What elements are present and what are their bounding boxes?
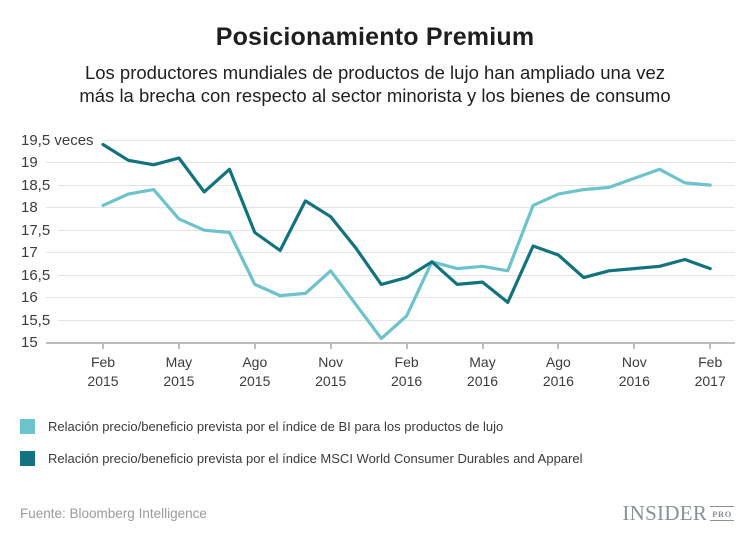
x-axis-tick-label-line: Feb bbox=[90, 354, 116, 370]
x-axis-tick-label-line: 2016 bbox=[391, 372, 423, 389]
x-axis-tick-label-line: 2016 bbox=[542, 372, 574, 389]
x-axis-tick-label-line: 2015 bbox=[163, 372, 195, 389]
x-axis-tick-label: Ago 2015 bbox=[215, 353, 295, 391]
legend-item-bi-luxury: Relación precio/beneficio prevista por e… bbox=[20, 419, 730, 434]
insiderpro-logo: INSIDER PRO bbox=[622, 501, 734, 526]
x-axis-baseline bbox=[45, 341, 735, 344]
x-axis-tick bbox=[102, 344, 104, 349]
x-axis-tick bbox=[177, 344, 180, 349]
x-axis-tick-label: Nov 2015 bbox=[291, 353, 371, 391]
footer: Fuente: Bloomberg Intelligence INSIDER PR… bbox=[20, 496, 734, 530]
chart-subtitle-line2: más la brecha con respecto al sector min… bbox=[79, 85, 671, 107]
x-axis-tick-label: Feb 2016 bbox=[367, 353, 447, 391]
gridline bbox=[58, 184, 735, 186]
chart-subtitle: Los productores mundiales de productos d… bbox=[0, 61, 750, 108]
x-axis-tick-label: May 2015 bbox=[139, 353, 219, 391]
y-grid-row: 15 bbox=[21, 333, 735, 353]
y-grid-row: 17 bbox=[21, 243, 735, 263]
x-axis-tick-label: Nov 2016 bbox=[594, 353, 674, 391]
gridline bbox=[58, 229, 735, 231]
chart-title: Posicionamiento Premium bbox=[215, 23, 535, 51]
x-axis-tick bbox=[709, 344, 712, 349]
source-credit: Fuente: Bloomberg Intelligence bbox=[20, 505, 207, 521]
x-axis-tick bbox=[557, 344, 560, 349]
y-axis-tick-label: 19 bbox=[21, 154, 38, 172]
y-grid-row: 18 bbox=[21, 198, 735, 218]
x-axis-tick bbox=[329, 344, 332, 349]
x-axis-tick-label-line: 2016 bbox=[618, 372, 650, 389]
x-axis-tick bbox=[253, 344, 256, 349]
insiderpro-logo-pro: PRO bbox=[710, 506, 734, 521]
x-axis-tick-label-line: Ago bbox=[242, 354, 268, 370]
x-axis-tick-label-line: Nov bbox=[318, 354, 344, 370]
x-axis-tick-label: Feb 2017 bbox=[670, 353, 750, 391]
gridline bbox=[58, 274, 735, 276]
insiderpro-logo-main: INSIDER bbox=[622, 500, 708, 525]
y-grid-row: 15,5 bbox=[21, 310, 735, 330]
gridline bbox=[45, 207, 735, 209]
chart-subtitle-line1: Los productores mundiales de productos d… bbox=[84, 62, 666, 83]
y-axis-tick-label: 19,5 veces bbox=[21, 131, 94, 149]
x-axis-tick-label-line: 2015 bbox=[239, 372, 271, 389]
y-axis-tick-label: 15 bbox=[21, 334, 38, 352]
y-grid-row: 16,5 bbox=[21, 265, 735, 285]
y-axis-tick-label: 18 bbox=[21, 199, 38, 217]
y-axis-tick-label: 16,5 bbox=[21, 266, 51, 284]
chart-legend: Relación precio/beneficio prevista por e… bbox=[20, 419, 730, 483]
legend-item-msci: Relación precio/beneficio prevista por e… bbox=[20, 451, 730, 466]
y-axis-tick-label: 17 bbox=[21, 244, 38, 262]
gridline bbox=[45, 252, 735, 254]
y-grid-row: 19,5 veces bbox=[21, 130, 735, 150]
x-axis-tick-label-line: Feb bbox=[394, 354, 419, 370]
y-axis-tick-label: 15,5 bbox=[21, 311, 51, 329]
x-axis-tick-label-line: 2016 bbox=[466, 372, 499, 389]
gridline bbox=[45, 297, 735, 299]
gridline bbox=[58, 319, 735, 321]
legend-swatch-msci bbox=[20, 451, 35, 466]
legend-label-msci: Relación precio/beneficio prevista por e… bbox=[48, 451, 583, 466]
y-grid-row: 16 bbox=[21, 288, 735, 308]
x-axis-tick-label-line: May bbox=[469, 354, 496, 370]
y-axis-tick-label: 16 bbox=[21, 289, 38, 307]
y-axis-tick-label: 17,5 bbox=[21, 221, 51, 239]
x-axis-tick-label: Feb 2015 bbox=[63, 353, 143, 391]
line-chart: 19,5 veces 19 18,5 18 17,5 17 16,5 16 15,5 15 Feb 2… bbox=[21, 130, 735, 400]
y-grid-row: 17,5 bbox=[21, 220, 735, 240]
x-axis-tick-label-line: 2017 bbox=[694, 372, 726, 389]
gridline bbox=[45, 162, 735, 164]
legend-label-bi-luxury: Relación precio/beneficio prevista por e… bbox=[48, 419, 504, 434]
y-grid-row: 19 bbox=[21, 153, 735, 173]
gridline bbox=[101, 139, 735, 141]
x-axis-tick-label-line: May bbox=[165, 354, 193, 370]
x-axis-tick-label: May 2016 bbox=[443, 353, 523, 391]
x-axis-tick-label-line: Nov bbox=[621, 354, 647, 370]
y-axis-tick-label: 18,5 bbox=[21, 176, 51, 194]
x-axis-tick-label: Ago 2016 bbox=[518, 353, 598, 391]
x-axis-tick bbox=[633, 344, 636, 349]
x-axis-tick-label-line: Feb bbox=[698, 354, 723, 370]
x-axis-tick-label-line: 2015 bbox=[315, 372, 347, 389]
x-axis-tick bbox=[481, 344, 484, 349]
y-grid-row: 18,5 bbox=[21, 175, 735, 195]
x-axis-tick-label-line: Ago bbox=[545, 354, 571, 370]
x-axis-tick-label-line: 2015 bbox=[87, 372, 119, 389]
legend-swatch-bi-luxury bbox=[20, 419, 35, 434]
x-axis-tick bbox=[405, 344, 408, 349]
